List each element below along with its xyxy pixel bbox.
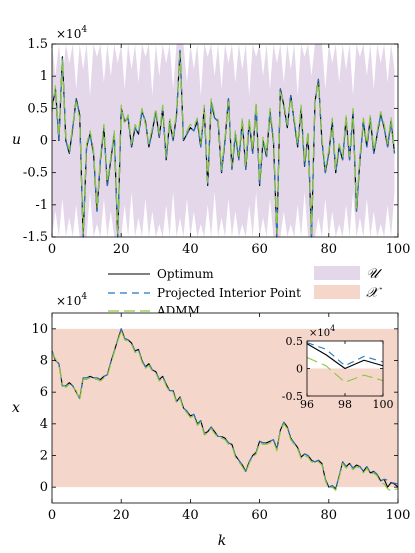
top-y-tick-label: -1 [35,198,48,213]
legend: Optimum Projected Interior Point ADMM 𝒰 … [108,266,383,318]
bottom-x-tick-label: 0 [48,508,56,523]
bottom-x-tick-label: 40 [182,508,199,523]
top-ticks: 0 20 40 60 80 100 1.5 1 0.5 0 -0.5 -1 -1.5 [23,37,410,257]
top-y-tick-label: -0.5 [23,166,48,181]
inset-series-admm [306,356,384,383]
inset-x-tick-label: 98 [338,398,352,411]
top-x-tick-label: 80 [321,242,338,257]
top-x-tick-label: 100 [386,242,411,257]
bottom-y-tick-label: 10 [31,322,48,337]
bottom-y-tick-label: 4 [40,417,48,432]
inset-series-optimum [306,343,384,370]
top-x-tick-label: 60 [251,242,268,257]
bottom-y-multiplier: ×104 [56,292,87,308]
inset-x-tick-label: 100 [373,398,394,411]
top-y-tick-label: 0.5 [27,101,48,116]
bottom-y-tick-label: 2 [40,449,48,464]
legend-u-region-swatch [314,266,360,280]
inset-y-tick-label: 0 [296,363,303,376]
inset-y-tick-label: 0.5 [286,335,304,348]
top-series-admm [51,53,396,235]
inset-series-lines [306,342,384,383]
top-y-tick-label: 0 [40,134,48,149]
inset-ticks: 96 98 100 0.5 0 -0.5 [282,335,394,411]
inset-x-tick-label: 96 [300,398,314,411]
bottom-x-tick-label: 80 [321,508,338,523]
bottom-y-tick-label: 8 [40,354,48,369]
top-y-axis-label: u [12,132,21,148]
top-y-multiplier: ×104 [56,25,87,41]
bottom-x-tick-label: 60 [251,508,268,523]
inset-y-tick-label: -0.5 [282,390,303,403]
legend-u-region-label: 𝒰 [366,266,383,282]
bottom-x-axis-label: k [218,533,226,549]
top-y-tick-label: 1 [40,69,48,84]
bottom-y-axis-label: x [12,400,20,416]
top-x-tick-label: 20 [113,242,130,257]
legend-x-region-label: 𝒳 [366,285,382,301]
bottom-y-tick-label: 0 [40,480,48,495]
top-series-lines [51,49,396,238]
inset-zoom-plot: 96 98 100 0.5 0 -0.5 ×104 [282,324,394,411]
legend-optimum-label: Optimum [157,267,214,281]
u-constraint-region [52,44,395,237]
control-input-plot: 0 20 40 60 80 100 1.5 1 0.5 0 -0.5 -1 -1.5 ×104 u [12,25,410,257]
bottom-series-lines [51,328,399,492]
legend-x-region-swatch [314,285,360,299]
top-x-tick-label: 40 [182,242,199,257]
bottom-y-tick-label: 6 [40,385,48,400]
bottom-x-tick-label: 100 [386,508,411,523]
bottom-plot-frame [51,312,399,504]
bottom-x-tick-label: 20 [113,508,130,523]
top-y-tick-label: -1.5 [23,230,48,245]
legend-pip-label: Projected Interior Point [157,286,301,300]
bottom-series-admm [51,329,399,492]
inset-y-multiplier: ×104 [309,324,335,339]
top-x-tick-label: 0 [48,242,56,257]
inset-series-projected-interior-point [306,342,384,367]
top-y-tick-label: 1.5 [27,37,48,52]
inset-x-constraint-region [307,368,383,396]
